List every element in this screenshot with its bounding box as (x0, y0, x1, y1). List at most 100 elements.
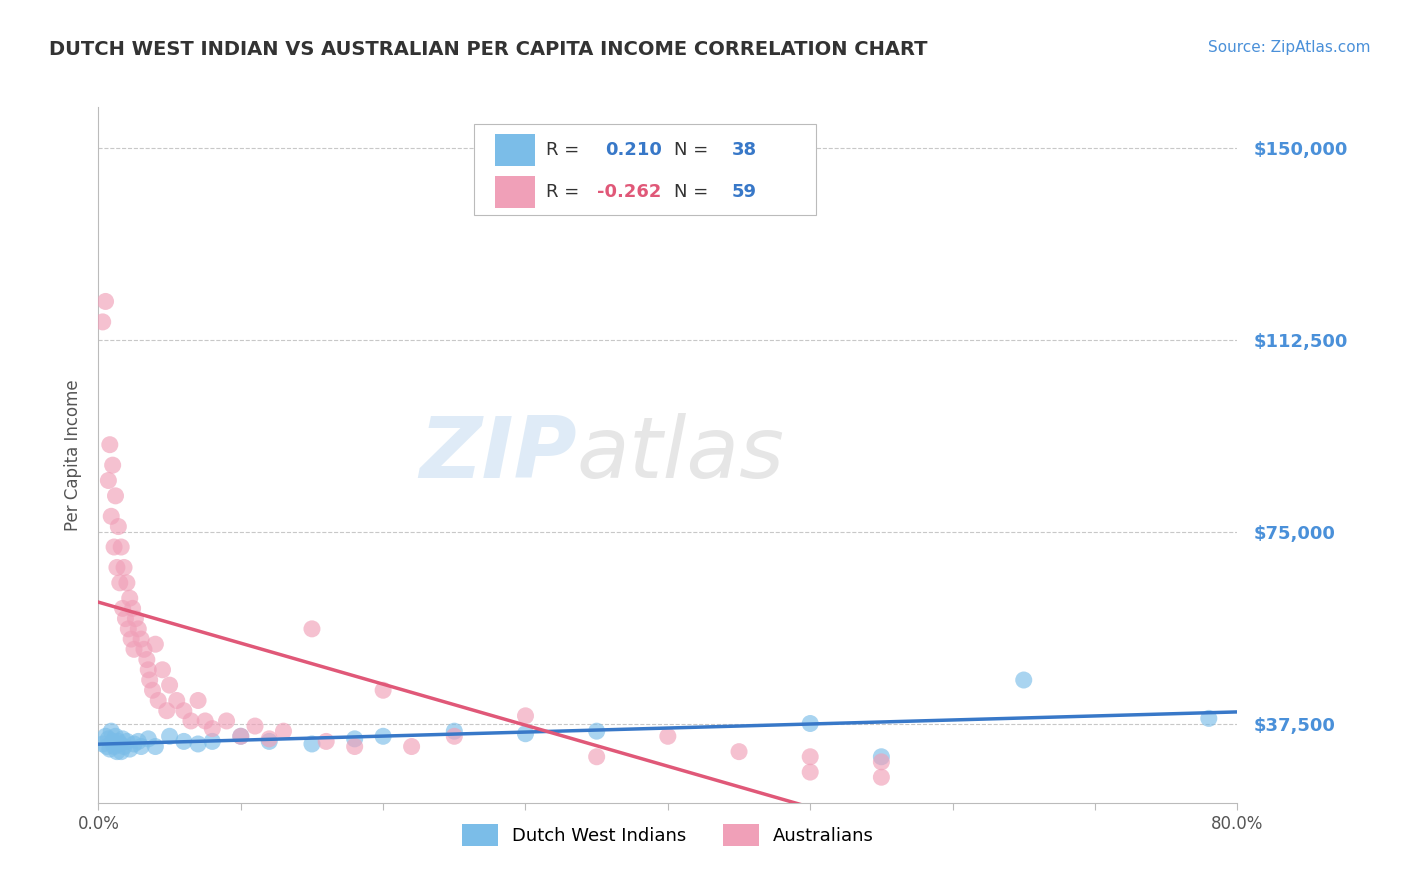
Point (373, 683, 395, 698)
Point (156, 704, 179, 718)
Point (585, 749, 607, 764)
Text: DUTCH WEST INDIAN VS AUSTRALIAN PER CAPITA INCOME CORRELATION CHART: DUTCH WEST INDIAN VS AUSTRALIAN PER CAPI… (49, 40, 928, 59)
Point (315, 734, 337, 748)
Point (98, 742, 121, 756)
Point (870, 755, 893, 769)
Point (103, 540, 125, 554)
Text: R =: R = (546, 141, 585, 159)
Point (100, 724, 122, 739)
Text: N =: N = (673, 183, 713, 202)
Text: 0.210: 0.210 (605, 141, 662, 159)
Text: atlas: atlas (576, 413, 785, 497)
Point (443, 724, 465, 739)
Text: R =: R = (546, 183, 585, 202)
Point (201, 722, 224, 736)
Point (657, 729, 679, 743)
Point (301, 737, 323, 751)
Point (515, 727, 537, 741)
Point (145, 739, 167, 754)
Point (107, 519, 129, 533)
Point (229, 729, 252, 743)
Point (91, 315, 114, 329)
Point (259, 734, 281, 748)
Text: 38: 38 (731, 141, 756, 159)
Text: N =: N = (673, 141, 713, 159)
Point (127, 734, 149, 748)
Point (301, 622, 323, 636)
Point (259, 731, 281, 746)
Y-axis label: Per Capita Income: Per Capita Income (63, 379, 82, 531)
Point (129, 632, 152, 646)
Point (96, 739, 118, 754)
Point (104, 729, 127, 743)
Text: 59: 59 (731, 183, 756, 202)
Point (443, 729, 465, 743)
Point (127, 622, 149, 636)
Point (122, 642, 145, 657)
Point (94, 294, 117, 309)
Text: -0.262: -0.262 (598, 183, 662, 202)
FancyBboxPatch shape (474, 124, 815, 215)
Point (111, 731, 134, 746)
Point (152, 663, 174, 677)
Point (104, 489, 127, 503)
Point (159, 678, 181, 692)
Point (101, 734, 124, 748)
Point (141, 683, 163, 698)
Point (173, 704, 195, 718)
Point (135, 652, 157, 666)
Point (229, 729, 252, 743)
Point (122, 737, 145, 751)
Point (114, 612, 136, 626)
Point (136, 663, 159, 677)
Point (121, 601, 143, 615)
Point (115, 734, 138, 748)
Point (110, 745, 132, 759)
Point (148, 693, 170, 707)
Point (159, 729, 181, 743)
Point (1198, 711, 1220, 725)
Point (201, 734, 224, 748)
Point (515, 708, 537, 723)
Point (728, 745, 751, 759)
Point (138, 673, 160, 687)
Point (117, 622, 139, 636)
Point (215, 714, 238, 728)
Point (129, 739, 152, 754)
Point (98, 438, 121, 452)
Point (115, 575, 138, 590)
Point (94, 729, 117, 743)
Point (870, 749, 893, 764)
Point (100, 509, 122, 524)
Point (112, 560, 135, 574)
Point (108, 737, 131, 751)
Text: Source: ZipAtlas.com: Source: ZipAtlas.com (1208, 40, 1371, 55)
Point (103, 739, 125, 754)
Point (187, 693, 209, 707)
Point (870, 770, 893, 784)
Point (187, 737, 209, 751)
Point (180, 714, 202, 728)
Point (105, 745, 128, 759)
Point (112, 739, 135, 754)
Point (120, 632, 142, 646)
Point (118, 742, 141, 756)
Point (1012, 673, 1035, 687)
Point (145, 637, 167, 651)
Point (343, 731, 366, 746)
Point (124, 612, 146, 626)
Point (105, 560, 128, 574)
Point (166, 693, 188, 707)
Point (373, 729, 395, 743)
Point (799, 716, 821, 731)
Text: ZIP: ZIP (419, 413, 576, 497)
Point (101, 458, 124, 472)
Point (118, 591, 141, 606)
Point (110, 540, 132, 554)
Point (799, 765, 821, 780)
Point (97, 731, 120, 746)
Point (401, 739, 423, 754)
Point (273, 724, 295, 739)
Point (194, 714, 217, 728)
Point (585, 724, 607, 739)
